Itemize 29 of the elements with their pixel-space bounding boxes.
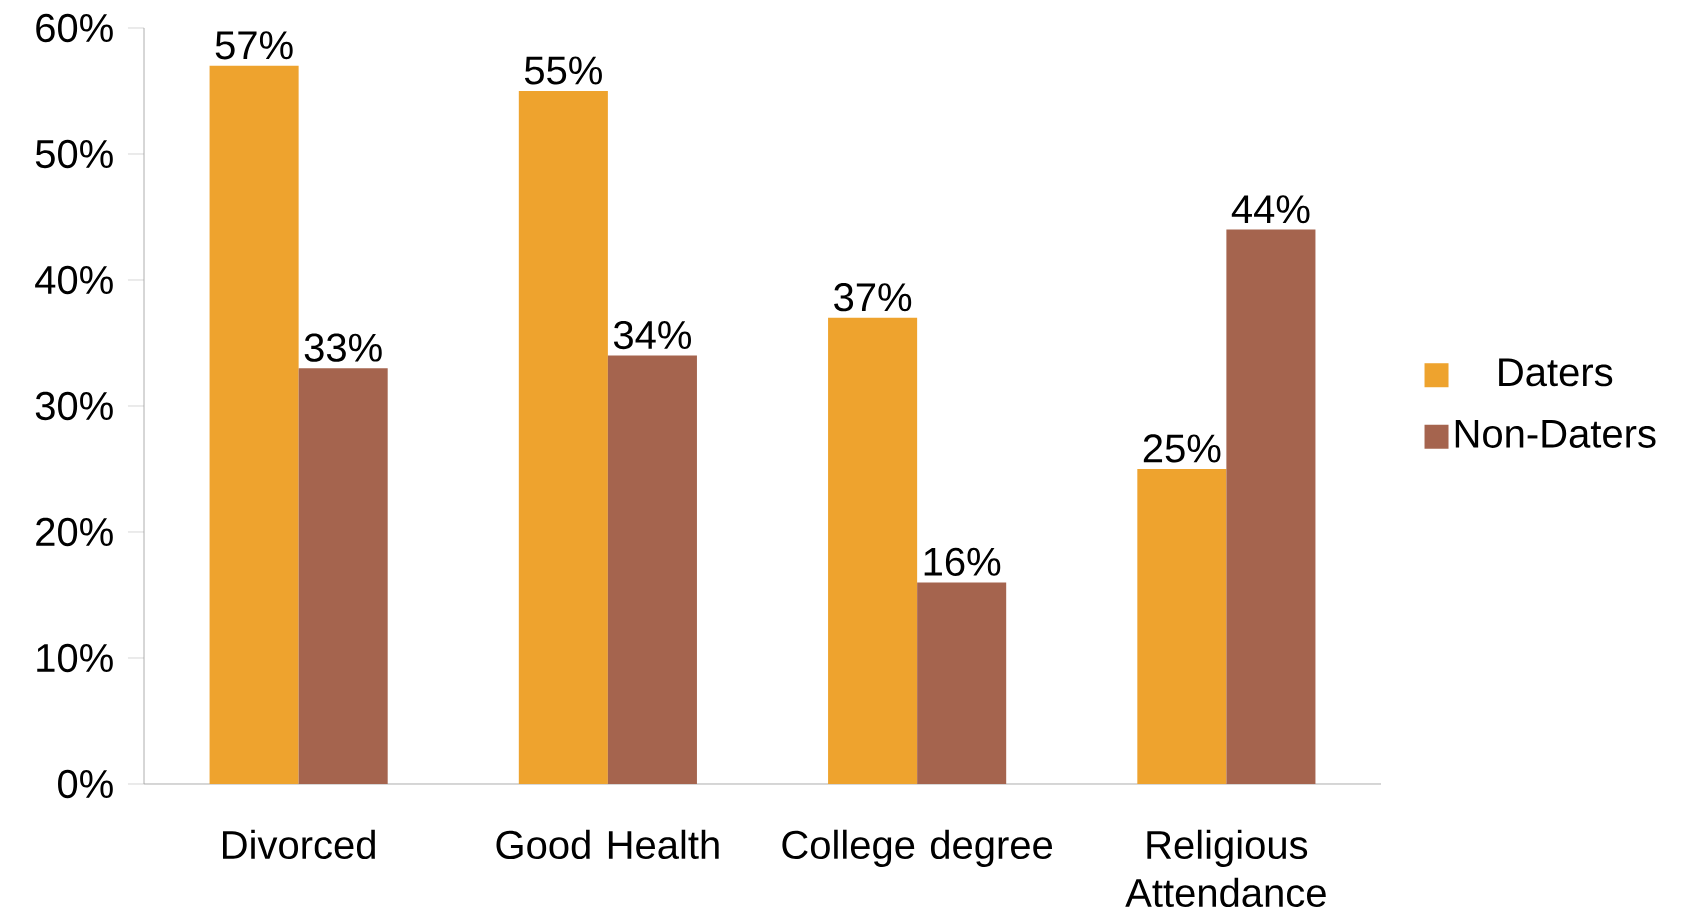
- y-tick-label: 20%: [36, 517, 113, 547]
- data-label: 33%: [304, 333, 382, 362]
- data-label: 37%: [834, 283, 912, 312]
- legend-label: Daters: [1499, 358, 1613, 387]
- bar: [828, 317, 918, 784]
- y-tick-label: 10%: [37, 643, 113, 673]
- bar: [518, 90, 608, 784]
- data-label: 55%: [524, 56, 602, 85]
- data-label: 44%: [1231, 195, 1310, 224]
- bar: [1137, 468, 1227, 784]
- bar: [298, 368, 388, 784]
- y-tick-label: 30%: [35, 391, 113, 421]
- x-tick-label: Good Health: [496, 829, 719, 860]
- y-tick-label: 60%: [36, 13, 113, 43]
- y-tick-label: 40%: [35, 265, 113, 295]
- legend-label: Non-Daters: [1455, 420, 1656, 448]
- bar: [607, 355, 697, 784]
- x-tick-label: Divorced: [223, 829, 375, 860]
- bar: [917, 582, 1007, 784]
- y-tick-label: 50%: [35, 139, 113, 169]
- data-label: 25%: [1143, 434, 1221, 463]
- data-label: 34%: [613, 320, 691, 350]
- bar: [209, 65, 299, 784]
- data-label: 57%: [215, 31, 293, 60]
- bar: [1226, 229, 1316, 784]
- data-label: 16%: [924, 547, 1001, 576]
- x-tick-label: College degree: [782, 829, 1053, 868]
- x-tick-label: Religious Attendance: [1125, 829, 1326, 908]
- y-tick-label: 0%: [58, 769, 113, 799]
